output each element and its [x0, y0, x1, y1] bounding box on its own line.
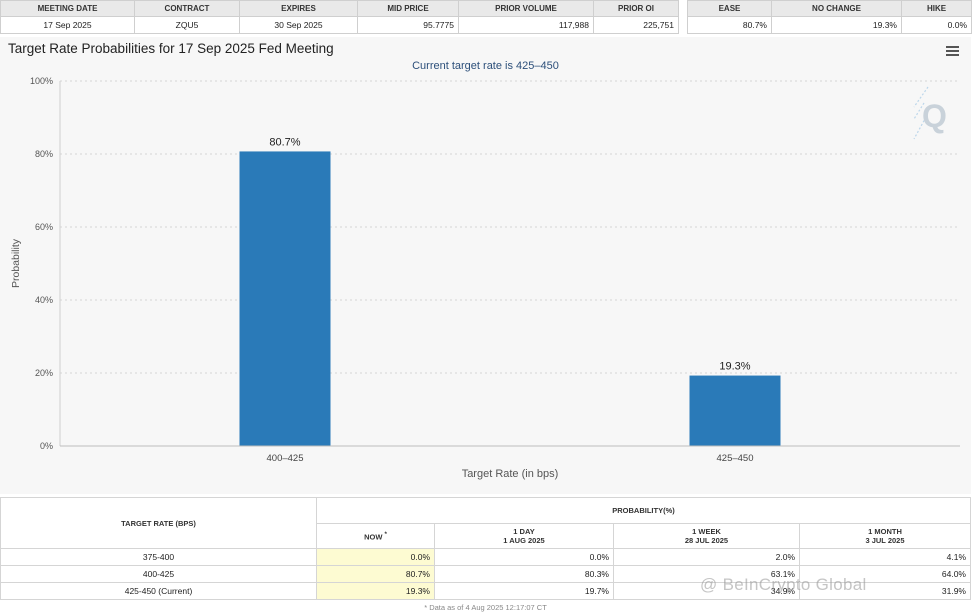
probability-chart: 80.7% 19.3% 0% 20% 40% 60% 80% 100% 400–425 425–… [10, 76, 960, 480]
header-1-month: 1 MONTH 3 JUL 2025 [799, 523, 971, 549]
chart-panel: 80.7% 19.3% 0% 20% 40% 60% 80% 100% 400–425 425–… [0, 37, 971, 494]
header-1-month-date: 3 JUL 2025 [865, 536, 905, 545]
y-axis-title: Probability [10, 238, 22, 288]
header-contract: CONTRACT [134, 0, 240, 17]
summary-row: 17 Sep 2025 ZQU5 30 Sep 2025 95.7775 117… [0, 16, 679, 34]
data-timestamp-footnote: * Data as of 4 Aug 2025 12:17:07 CT [424, 603, 547, 612]
q-logo-icon: Q [913, 86, 947, 140]
header-now: NOW * [316, 523, 435, 549]
contract-summary-table: MEETING DATE CONTRACT EXPIRES MID PRICE … [0, 0, 679, 34]
chart-subtitle: Current target rate is 425–450 [412, 60, 559, 72]
y-tick-label: 20% [35, 368, 53, 378]
x-axis-title: Target Rate (in bps) [462, 468, 559, 480]
x-tick-label: 400–425 [267, 453, 304, 464]
one-month-cell: 31.9% [799, 582, 971, 600]
no-change-value: 19.3% [771, 16, 902, 34]
rate-cell: 375-400 [0, 548, 317, 566]
data-label: 80.7% [269, 136, 300, 148]
chart-title: Target Rate Probabilities for 17 Sep 202… [8, 41, 334, 56]
one-month-cell: 4.1% [799, 548, 971, 566]
bar-400–425 [239, 151, 331, 446]
header-1-week-label: 1 WEEK [692, 527, 721, 536]
now-cell: 19.3% [316, 582, 435, 600]
one-day-cell: 80.3% [434, 565, 614, 583]
header-prior-volume: PRIOR VOLUME [458, 0, 594, 17]
one-week-cell: 2.0% [613, 548, 800, 566]
expires-value: 30 Sep 2025 [239, 16, 358, 34]
header-1-week: 1 WEEK 28 JUL 2025 [613, 523, 800, 549]
prior-oi-value: 225,751 [593, 16, 679, 34]
header-1-week-date: 28 JUL 2025 [684, 536, 729, 545]
summary-header: MEETING DATE CONTRACT EXPIRES MID PRICE … [0, 0, 975, 34]
x-tick-label: 425–450 [717, 453, 754, 464]
header-ease: EASE [687, 0, 772, 17]
header-target-rate: TARGET RATE (BPS) [0, 497, 317, 549]
rate-cell: 425-450 (Current) [0, 582, 317, 600]
contract-value: ZQU5 [134, 16, 240, 34]
outcome-summary-table: EASE NO CHANGE HIKE 80.7% 19.3% 0.0% [687, 0, 972, 34]
menu-icon[interactable] [946, 46, 959, 56]
svg-text:Q: Q [922, 98, 947, 134]
y-tick-label: 40% [35, 295, 53, 305]
header-1-day-date: 1 AUG 2025 [503, 536, 545, 545]
y-tick-label: 60% [35, 222, 53, 232]
probability-table: TARGET RATE (BPS) PROBABILITY(%) NOW * 1… [0, 497, 971, 600]
rate-cell: 400-425 [0, 565, 317, 583]
now-cell: 80.7% [316, 565, 435, 583]
header-hike: HIKE [901, 0, 972, 17]
y-tick-label: 100% [30, 76, 53, 86]
y-tick-label: 80% [35, 149, 53, 159]
bar-425–450 [689, 375, 781, 446]
one-week-cell: 34.9% [613, 582, 800, 600]
mid-price-value: 95.7775 [357, 16, 459, 34]
y-tick-label: 0% [40, 441, 53, 451]
header-expires: EXPIRES [239, 0, 358, 17]
meeting-date-value: 17 Sep 2025 [0, 16, 135, 34]
now-cell: 0.0% [316, 548, 435, 566]
now-marker: * [384, 530, 387, 538]
brand-watermark: @ BeInCrypto Global [700, 575, 867, 594]
header-probability: PROBABILITY(%) [316, 497, 971, 524]
header-1-month-label: 1 MONTH [868, 527, 902, 536]
header-1-day: 1 DAY 1 AUG 2025 [434, 523, 614, 549]
table-row: 425-450 (Current) 19.3% 19.7% 34.9% 31.9… [0, 582, 971, 600]
table-row: 375-400 0.0% 0.0% 2.0% 4.1% [0, 548, 971, 566]
header-meeting-date: MEETING DATE [0, 0, 135, 17]
header-prior-oi: PRIOR OI [593, 0, 679, 17]
outcome-row: 80.7% 19.3% 0.0% [687, 16, 972, 34]
ease-value: 80.7% [687, 16, 772, 34]
one-day-cell: 0.0% [434, 548, 614, 566]
prior-volume-value: 117,988 [458, 16, 594, 34]
data-label: 19.3% [719, 361, 750, 373]
header-mid-price: MID PRICE [357, 0, 459, 17]
header-now-label: NOW [364, 532, 383, 542]
header-1-day-label: 1 DAY [513, 527, 535, 536]
one-day-cell: 19.7% [434, 582, 614, 600]
hike-value: 0.0% [901, 16, 972, 34]
header-no-change: NO CHANGE [771, 0, 902, 17]
